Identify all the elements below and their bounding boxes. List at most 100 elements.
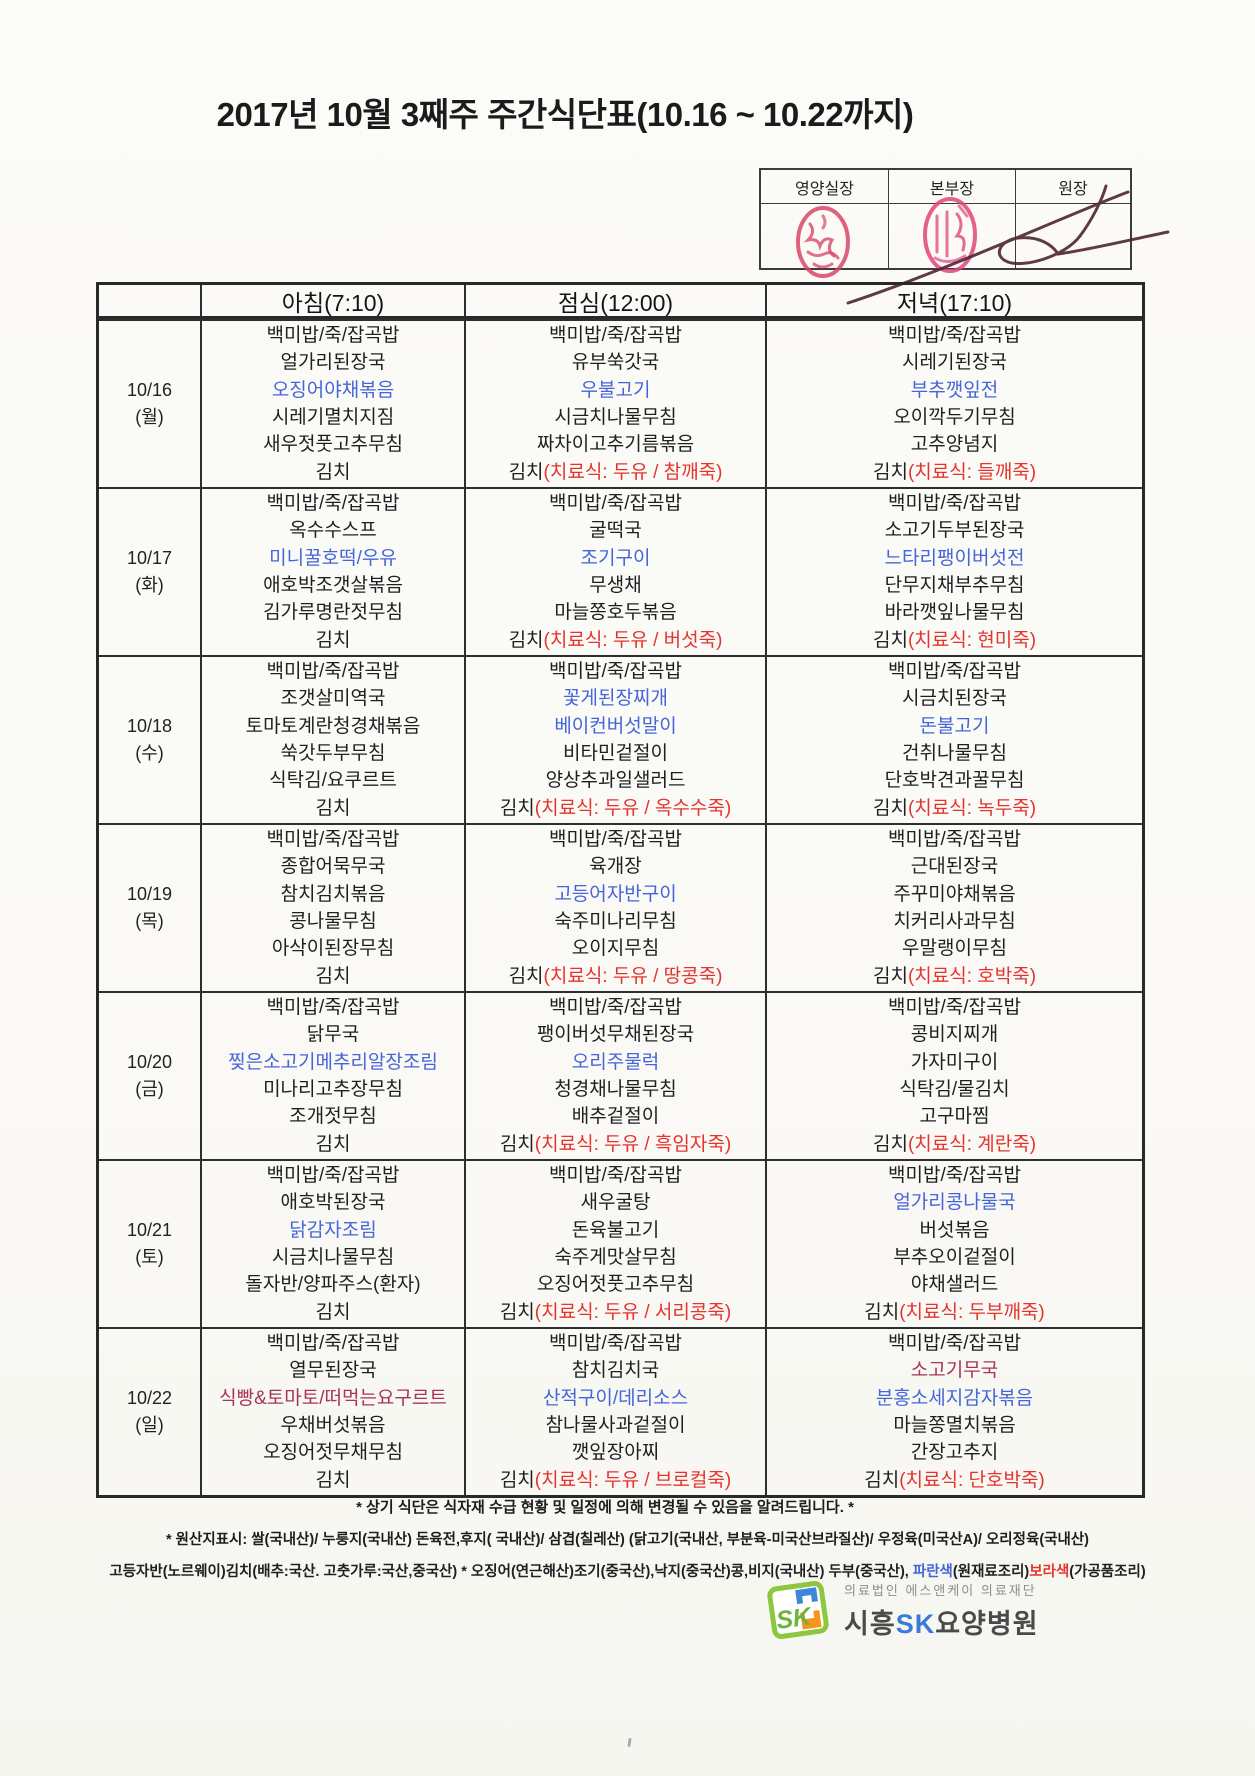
menu-item: 새우젓풋고추무침: [202, 431, 464, 458]
menu-item: 소고기무국: [767, 1357, 1142, 1384]
menu-item: 김치(치료식: 녹두죽): [767, 795, 1142, 822]
hq-chief-stamp-icon: [923, 197, 977, 273]
meal-cell-lunch: 백미밥/죽/잡곡밥 새우굴탕 돈육불고기 숙주게맛살무침 오징어젓풋고추무침 김치(치료식…: [464, 1159, 765, 1327]
menu-item: 단호박견과꿀무침: [767, 767, 1142, 794]
text-segment: 육개장: [589, 856, 642, 878]
menu-item: 식탁김/물김치: [767, 1076, 1142, 1103]
text-segment: 김가루명란젓무침: [263, 602, 403, 624]
text-segment: 백미밥/죽/잡곡밥: [266, 1332, 400, 1354]
text-segment: 마늘쫑호두볶음: [554, 602, 677, 624]
menu-item: 숙주게맛살무침: [466, 1244, 765, 1271]
text-segment: 버섯볶음: [919, 1219, 990, 1241]
menu-item: 아삭이된장무침: [202, 935, 464, 962]
meal-cell-dinner: 백미밥/죽/잡곡밥 콩비지찌개 가자미구이 식탁김/물김치 고구마찜 김치(치료식: 계란…: [765, 991, 1142, 1159]
text-segment: 백미밥/죽/잡곡밥: [549, 660, 682, 682]
menu-item: 단무지채부추무침: [767, 572, 1142, 599]
hospital-logo-icon: SK: [767, 1581, 829, 1639]
day-date: 10/20: [126, 1052, 173, 1072]
menu-item: 백미밥/죽/잡곡밥: [767, 322, 1142, 349]
menu-item: 김치: [202, 963, 464, 990]
day-date: 10/17: [126, 548, 173, 568]
text-segment: 미나리고추장무침: [263, 1079, 403, 1100]
menu-item: 백미밥/죽/잡곡밥: [767, 490, 1142, 517]
text-segment: 돈육불고기: [571, 1219, 660, 1241]
day-weekday: (일): [135, 1415, 164, 1435]
text-segment: (원재료조리): [952, 1564, 1030, 1580]
approval-col-nutrition-chief: 영양실장: [761, 170, 888, 204]
text-segment: 김치: [315, 1469, 351, 1491]
menu-item: 김치: [202, 1131, 464, 1158]
text-segment: 요양병원: [935, 1608, 1039, 1639]
menu-item: 참치김치볶음: [202, 881, 464, 908]
text-segment: 조기구이: [580, 547, 651, 569]
text-segment: 백미밥/죽/잡곡밥: [266, 324, 400, 346]
menu-item: 김치: [202, 627, 464, 654]
text-segment: 느타리팽이버섯전: [884, 547, 1025, 569]
text-segment: (치료식: 두부깨죽): [899, 1301, 1045, 1323]
text-segment: 백미밥/죽/잡곡밥: [266, 660, 400, 682]
menu-item: 바라깻잎나물무침: [767, 599, 1142, 626]
text-segment: 양상추과일샐러드: [545, 770, 686, 792]
text-segment: 야채샐러드: [910, 1274, 999, 1296]
text-segment: 깻잎장아찌: [571, 1442, 660, 1464]
meal-cell-dinner: 백미밥/죽/잡곡밥 근대된장국 주꾸미야채볶음 치커리사과무침 우말랭이무침 김치(치료식…: [765, 823, 1142, 991]
day-weekday: (월): [135, 407, 164, 427]
text-segment: 쑥갓두부무침: [280, 743, 386, 764]
menu-item: 조개젓무침: [202, 1103, 464, 1130]
menu-item: 백미밥/죽/잡곡밥: [466, 826, 765, 853]
meal-cell-breakfast: 백미밥/죽/잡곡밥 열무된장국 식빵&토마토/떠먹는요구르트 우채버섯볶음 오징어젓무채…: [200, 1327, 464, 1495]
page-title: 2017년 10월 3째주 주간식단표(10.16 ~ 10.22까지): [216, 96, 914, 133]
text-segment: 부추깻잎전: [910, 379, 999, 401]
menu-item: 오징어야채볶음: [202, 377, 464, 404]
approval-table: 영양실장 본부장 원장: [759, 168, 1132, 278]
day-date: 10/21: [126, 1220, 173, 1240]
text-segment: 김치: [315, 1301, 351, 1323]
text-segment: 김치: [499, 1469, 535, 1491]
menu-item: 김치(치료식: 두유 / 흑임자죽): [466, 1131, 765, 1158]
text-segment: (치료식: 두유 / 옥수수죽): [534, 797, 732, 819]
text-segment: 비타민겉절이: [563, 743, 668, 764]
text-segment: 새우굴탕: [580, 1192, 651, 1214]
text-segment: 백미밥/죽/잡곡밥: [266, 828, 400, 850]
menu-item: 주꾸미야채볶음: [767, 881, 1142, 908]
menu-item: 김치(치료식: 단호박죽): [767, 1467, 1142, 1494]
text-segment: 백미밥/죽/잡곡밥: [888, 828, 1021, 850]
text-segment: 찢은소고기메추리알장조림: [228, 1051, 438, 1073]
text-segment: 백미밥/죽/잡곡밥: [549, 1164, 682, 1186]
menu-item: 토마토계란청경채볶음: [202, 713, 464, 740]
text-segment: 고추양념지: [910, 434, 999, 456]
text-segment: 가자미구이: [910, 1051, 999, 1073]
text-segment: 주꾸미야채볶음: [893, 883, 1016, 905]
day-weekday: (목): [135, 911, 164, 931]
menu-item: 미나리고추장무침: [202, 1076, 464, 1103]
text-segment: 백미밥/죽/잡곡밥: [266, 996, 400, 1018]
text-segment: 백미밥/죽/잡곡밥: [266, 492, 400, 514]
text-segment: 오징어야채볶음: [271, 379, 395, 401]
text-segment: (치료식: 녹두죽): [907, 797, 1037, 819]
menu-item: 양상추과일샐러드: [466, 767, 765, 794]
text-segment: 조개젓무침: [289, 1106, 377, 1128]
menu-item: 미니꿀호떡/우유: [202, 545, 464, 572]
scan-artifact: [627, 1737, 632, 1748]
meal-cell-breakfast: 백미밥/죽/잡곡밥 옥수수스프 미니꿀호떡/우유 애호박조갯살볶음 김가루명란젓무침 김치: [200, 487, 464, 655]
day-cell: 10/17 (화): [99, 487, 200, 655]
menu-item: 우불고기: [466, 377, 765, 404]
meal-cell-dinner: 백미밥/죽/잡곡밥 시금치된장국 돈불고기 건취나물무침 단호박견과꿀무침 김치(치료식:…: [765, 655, 1142, 823]
text-segment: 백미밥/죽/잡곡밥: [549, 996, 682, 1018]
menu-item: 김치(치료식: 두유 / 버섯죽): [466, 627, 765, 654]
menu-item: 부추깻잎전: [767, 377, 1142, 404]
text-segment: (치료식: 두유 / 땅콩죽): [543, 965, 723, 987]
menu-item: 찢은소고기메추리알장조림: [202, 1049, 464, 1076]
text-segment: 우채버섯볶음: [280, 1415, 386, 1436]
text-segment: 바라깻잎나물무침: [884, 602, 1025, 624]
text-segment: 김치: [864, 1469, 900, 1491]
meal-cell-dinner: 백미밥/죽/잡곡밥 소고기무국 분홍소세지감자볶음 마늘쫑멸치볶음 간장고추지 김치(치료…: [765, 1327, 1142, 1495]
text-segment: 백미밥/죽/잡곡밥: [549, 1332, 682, 1354]
text-segment: 근대된장국: [910, 856, 999, 878]
text-segment: 꽃게된장찌개: [563, 688, 668, 710]
text-segment: 청경채나물무침: [554, 1079, 677, 1100]
text-segment: 시레기멸치지짐: [271, 407, 395, 428]
text-segment: 시흥: [844, 1608, 896, 1639]
text-segment: 파란색: [912, 1564, 953, 1580]
menu-item: 김치(치료식: 두유 / 참깨죽): [466, 459, 765, 486]
